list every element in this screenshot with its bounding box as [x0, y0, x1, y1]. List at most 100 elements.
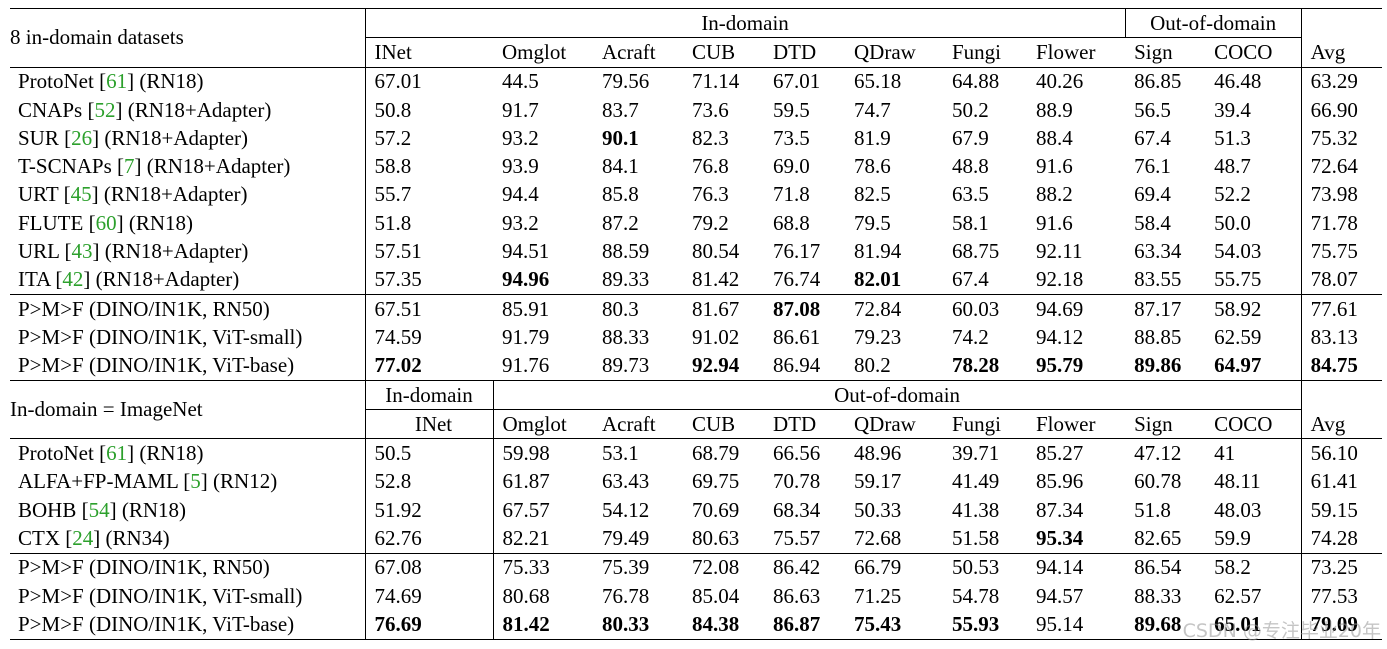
table-cell: 66.79 [845, 552, 943, 582]
citation-link[interactable]: 61 [106, 441, 128, 466]
table-cell: 59.17 [854, 469, 902, 494]
citation-link[interactable]: 24 [72, 525, 94, 550]
table-cell: 62.76 [365, 524, 494, 554]
citation-link[interactable]: 61 [106, 69, 128, 94]
method-name: P>M>F (DINO/IN1K, ViT-base) [10, 351, 366, 381]
table-cell: 87.2 [602, 210, 639, 235]
method-name: URL [43] (RN18+Adapter) [10, 237, 366, 266]
method-label: P>M>F (DINO/IN1K, ViT-base) [18, 611, 295, 636]
table-row: ProtoNet [61] (RN18) 67.01 44.5 79.56 71.14 6… [10, 66, 1383, 96]
column-header-dtd: DTD [773, 411, 817, 436]
table-cell: 58.92 [1205, 293, 1302, 324]
table-cell: 54.03 [1205, 237, 1302, 266]
table-cell: 60.78 [1134, 469, 1182, 494]
citation-link[interactable]: 54 [88, 497, 110, 522]
citation-link[interactable]: 52 [94, 97, 116, 122]
backbone-label: (RN18+Adapter) [146, 154, 291, 179]
table-cell: 86.54 [1125, 552, 1206, 582]
table-cell: 55.93 [943, 610, 1027, 640]
table-cell: 88.85 [1134, 324, 1182, 349]
table-cell: 73.5 [773, 125, 810, 150]
table-row: T-SCNAPs [7] (RN18+Adapter) 58.8 93.9 84.1 7… [10, 152, 1382, 181]
table-cell: 89.73 [602, 353, 650, 378]
table-row: P>M>F (DINO/IN1K, ViT-small) 74.59 91.79 88… [10, 323, 1382, 352]
table-cell: 59.15 [1310, 497, 1358, 522]
table-cell: 79.2 [692, 210, 729, 235]
table-cell: 83.7 [602, 97, 639, 122]
table-cell: 67.4 [952, 267, 989, 292]
column-header-acraft: Acraft [602, 39, 656, 64]
table-cell: 50.5 [365, 438, 494, 468]
table-cell: 86.85 [1125, 66, 1206, 96]
group-header-empty [1301, 379, 1383, 410]
method-label: URT [18, 182, 59, 207]
table-row: CNAPs [52] (RN18+Adapter) 50.8 91.7 83.7 73.… [10, 95, 1382, 125]
table-cell: 94.4 [502, 182, 539, 207]
table-cell: 53.1 [593, 438, 683, 468]
table-cell: 82.3 [692, 125, 729, 150]
table-cell: 55.7 [374, 182, 412, 207]
group-header-out-of-domain: Out-of-domain [1125, 7, 1302, 39]
table-cell: 72.64 [1310, 154, 1358, 179]
citation-link[interactable]: 43 [71, 239, 93, 264]
method-name: P>M>F (DINO/IN1K, ViT-base) [10, 610, 366, 640]
table-row: ALFA+FP-MAML [5] (RN12) 52.8 61.87 63.43 69.… [10, 467, 1382, 497]
table-cell: 54.78 [952, 583, 1000, 608]
table-cell: 72.84 [845, 293, 943, 324]
method-name: URT [45] (RN18+Adapter) [10, 180, 366, 210]
table-cell: 68.79 [683, 438, 764, 468]
table-cell: 84.1 [602, 154, 639, 179]
table-cell: 94.12 [1036, 324, 1084, 349]
table-cell: 73.25 [1301, 552, 1383, 582]
citation-link[interactable]: 5 [190, 469, 201, 494]
table-cell: 93.9 [502, 154, 539, 179]
method-label: ProtoNet [18, 69, 94, 94]
table-cell: 57.35 [374, 267, 422, 292]
table-cell: 88.4 [1036, 125, 1073, 150]
table-cell: 67.4 [1134, 125, 1171, 150]
column-header-fungi: Fungi [952, 411, 1002, 436]
table-cell: 50.8 [374, 97, 412, 122]
citation-link[interactable]: 45 [70, 182, 92, 207]
backbone-label: (RN18+Adapter) [95, 267, 240, 292]
table-row: ProtoNet [61] (RN18) 50.5 59.98 53.1 68.79 66… [10, 438, 1383, 468]
table-cell: 84.75 [1310, 353, 1358, 378]
table-cell: 51.8 [374, 210, 412, 235]
table-cell: 72.68 [854, 525, 902, 550]
table-cell: 94.69 [1027, 293, 1126, 324]
column-header-inet: INet [365, 409, 494, 439]
table-cell: 76.17 [773, 239, 821, 264]
method-name: T-SCNAPs [7] (RN18+Adapter) [10, 152, 366, 181]
citation-link[interactable]: 26 [71, 125, 93, 150]
table-cell: 81.67 [683, 293, 764, 324]
citation-link[interactable]: 7 [124, 154, 135, 179]
table-row: P>M>F (DINO/IN1K, RN50) 67.51 85.91 80.3 81.… [10, 293, 1383, 324]
table-row: SUR [26] (RN18+Adapter) 57.2 93.2 90.1 82.3 7… [10, 124, 1382, 153]
method-label: P>M>F (DINO/IN1K, RN50) [18, 296, 270, 321]
table-cell: 79.5 [854, 210, 891, 235]
table-cell: 41.38 [952, 497, 1000, 522]
table-cell: 77.53 [1310, 583, 1358, 608]
table-cell: 83.13 [1310, 324, 1358, 349]
table-cell: 95.34 [1036, 525, 1084, 550]
table-cell: 74.69 [365, 581, 494, 611]
table-cell: 63.43 [602, 469, 650, 494]
column-header-omglot: Omglot [502, 39, 567, 64]
citation-link[interactable]: 60 [95, 210, 117, 235]
table-cell: 52.8 [365, 467, 494, 497]
table-cell: 51.8 [1134, 497, 1171, 522]
table-cell: 92.94 [692, 353, 740, 378]
table-cell: 46.48 [1205, 66, 1302, 96]
table-cell: 48.96 [845, 438, 943, 468]
method-label: CTX [18, 525, 60, 550]
table-cell: 68.34 [773, 497, 821, 522]
table-cell: 58.8 [374, 154, 412, 179]
table-cell: 93.2 [502, 210, 539, 235]
table-cell: 88.59 [602, 239, 650, 264]
table-cell: 74.59 [374, 324, 422, 349]
table-cell: 63.29 [1301, 66, 1383, 96]
table-cell: 67.9 [952, 125, 989, 150]
citation-link[interactable]: 42 [62, 267, 84, 292]
table-cell: 65.18 [845, 66, 943, 96]
table-cell: 85.27 [1027, 438, 1126, 468]
